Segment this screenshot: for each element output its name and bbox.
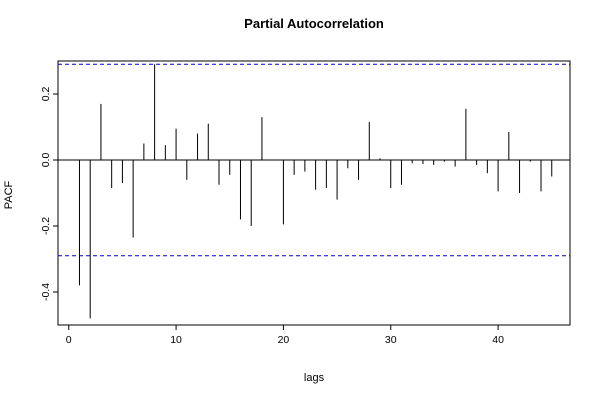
chart-marks [58,63,570,319]
y-tick-label: -0.2 [40,217,52,235]
y-tick-label: 0.2 [40,87,52,102]
x-tick-label: 0 [66,334,72,346]
x-axis: 0 10 20 30 40 [66,325,504,346]
plot-frame [57,60,571,326]
y-tick-label: 0.0 [40,153,52,168]
x-axis-label: lags [304,372,325,384]
x-tick-label: 40 [492,334,504,346]
x-tick-label: 30 [385,334,397,346]
y-tick-label: -0.4 [40,283,52,301]
y-axis-label: PACF [3,180,15,209]
x-tick-label: 20 [278,334,290,346]
y-axis: -0.4 -0.2 0.0 0.2 [40,87,58,301]
x-tick-label: 10 [170,334,182,346]
chart-title: Partial Autocorrelation [244,16,384,31]
